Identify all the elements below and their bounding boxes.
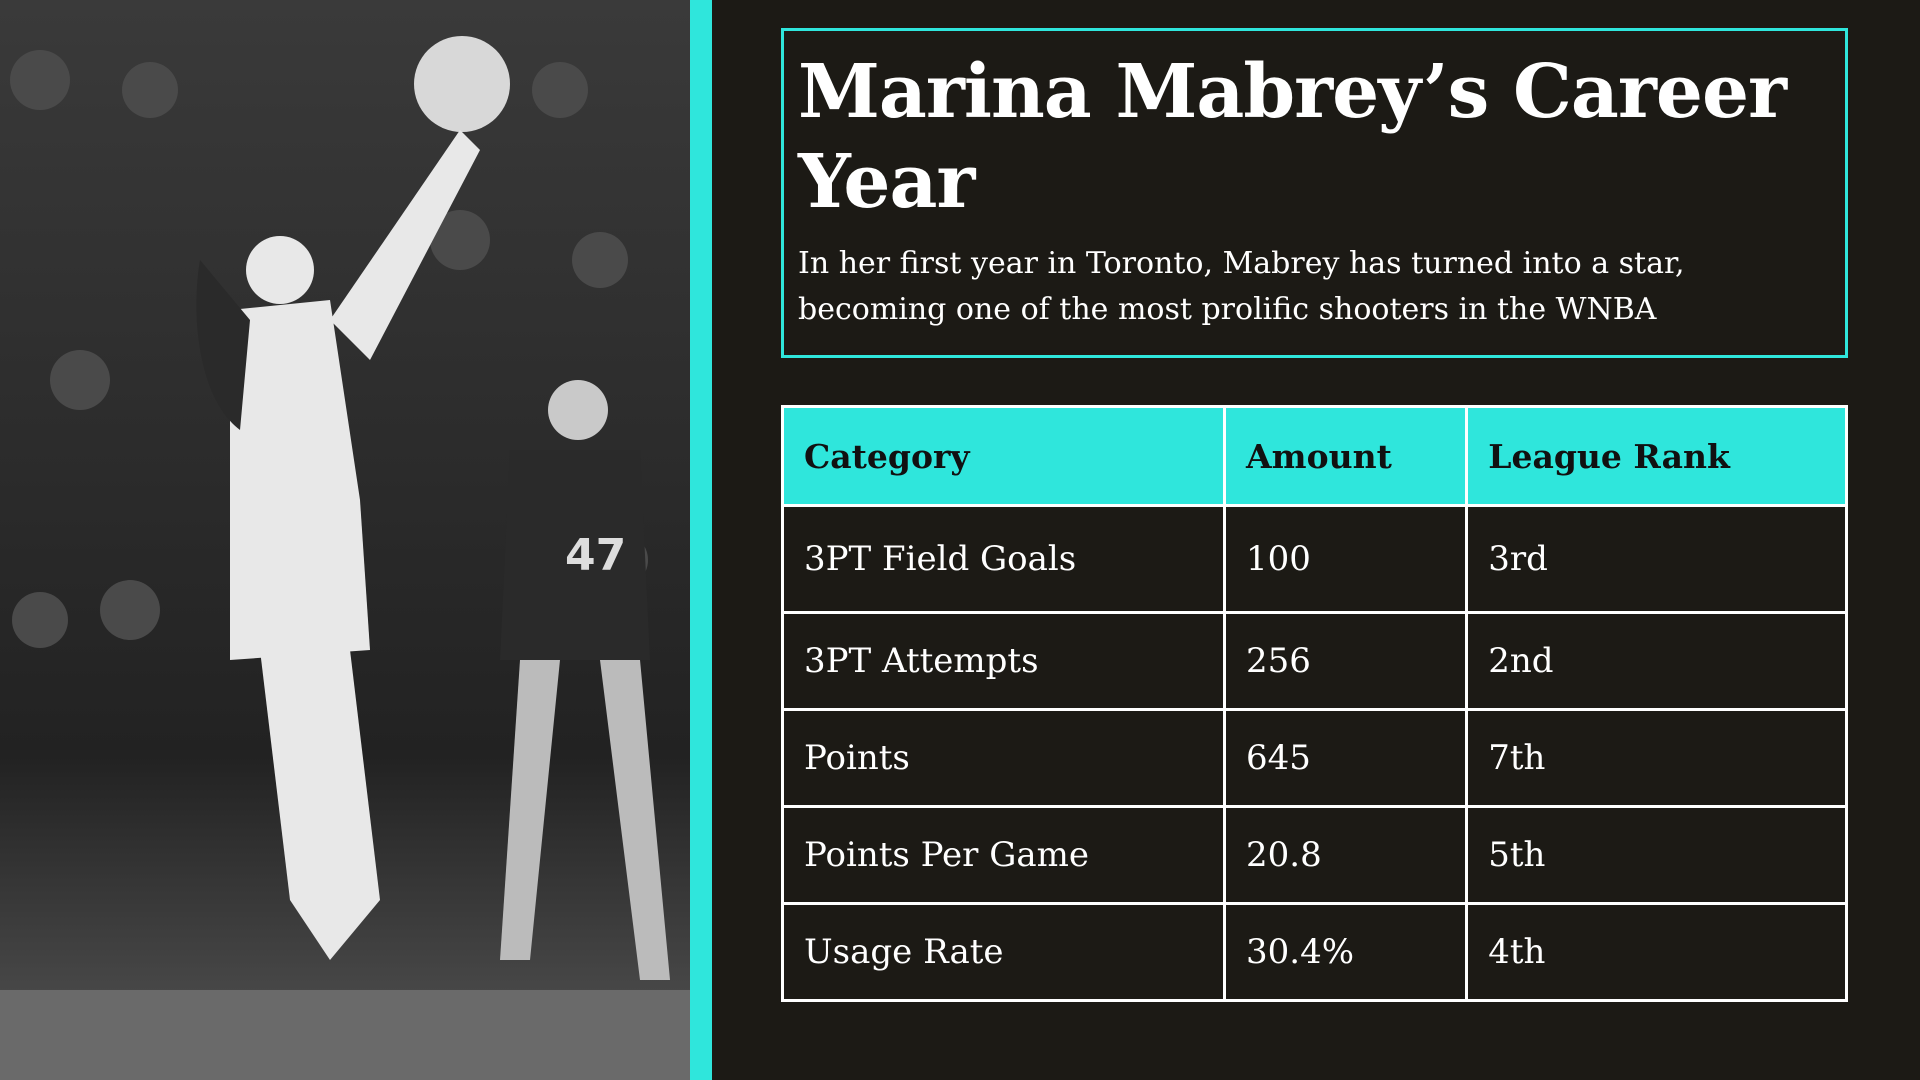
table-cell: 3PT Attempts (780, 611, 1227, 711)
table-cell: 30.4% (1223, 902, 1469, 1002)
table-row: Points Per Game 20.8 5th (780, 805, 1848, 905)
table-row: 3PT Attempts 256 2nd (780, 611, 1848, 711)
table-cell: 645 (1223, 708, 1469, 808)
svg-text:47: 47 (565, 530, 626, 581)
column-header: Amount (1223, 405, 1469, 507)
subtitle: In her first year in Toronto, Mabrey has… (798, 246, 1685, 327)
table-body: 3PT Field Goals 100 3rd 3PT Attempts 256 2nd P… (780, 504, 1848, 1002)
title-box: Marina Mabrey’s Career Year In her first… (781, 28, 1848, 358)
table-cell: 100 (1223, 504, 1469, 614)
table-cell: 256 (1223, 611, 1469, 711)
header-row: Category Amount League Rank (780, 405, 1848, 507)
stats-table: Category Amount League Rank 3PT Field Goal… (780, 405, 1848, 1002)
table-cell: 5th (1465, 805, 1848, 905)
table-cell: 3rd (1465, 504, 1848, 614)
accent-stripe (690, 0, 712, 1080)
table-cell: Points (780, 708, 1227, 808)
table-cell: Usage Rate (780, 902, 1227, 1002)
table-row: Usage Rate 30.4% 4th (780, 902, 1848, 1002)
column-header: League Rank (1465, 405, 1848, 507)
table-cell: Points Per Game (780, 805, 1227, 905)
table-row: 3PT Field Goals 100 3rd (780, 504, 1848, 614)
player-photo: 47 (0, 0, 690, 1080)
table-cell: 4th (1465, 902, 1848, 1002)
table-row: Points 645 7th (780, 708, 1848, 808)
table-cell: 3PT Field Goals (780, 504, 1227, 614)
table-cell: 20.8 (1223, 805, 1469, 905)
column-header: Category (780, 405, 1227, 507)
table-cell: 7th (1465, 708, 1848, 808)
title: Marina Mabrey’s Career Year (798, 49, 1787, 225)
table-cell: 2nd (1465, 611, 1848, 711)
